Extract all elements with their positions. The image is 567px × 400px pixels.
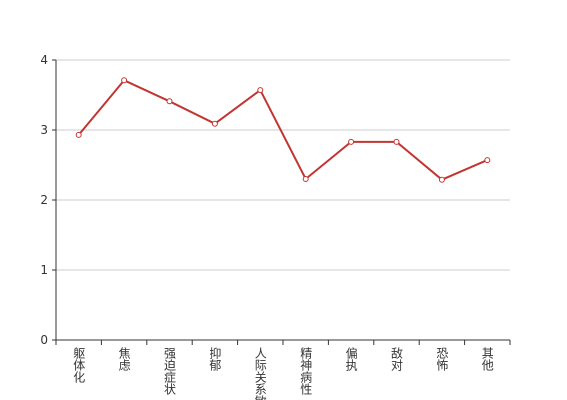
point: [211, 120, 218, 127]
x-tick-label: 精神病性: [299, 347, 313, 396]
point: [257, 87, 264, 94]
point: [393, 138, 400, 145]
y-tick-label: 4: [40, 53, 48, 67]
point: [484, 157, 491, 164]
x-tick-label: 焦虑: [117, 347, 131, 371]
x-tick-label: 强迫症状: [163, 347, 177, 395]
y-tick-label: 2: [40, 193, 48, 207]
x-tick-label: 人际关系敏感: [253, 347, 267, 400]
y-tick-label: 0: [40, 333, 48, 347]
y-tick-label: 1: [40, 263, 48, 277]
x-tick-label: 其他: [480, 347, 494, 371]
line: [77, 79, 488, 181]
point: [75, 131, 82, 138]
x-tick-label: 恐怖: [435, 347, 449, 371]
point: [348, 138, 355, 145]
y-tick-label: 3: [40, 123, 48, 137]
x-tick-label: 敌对: [390, 346, 404, 371]
x-tick-label: 躯体化: [72, 346, 86, 384]
point: [438, 176, 445, 183]
point: [166, 98, 173, 105]
point: [121, 77, 128, 84]
x-tick-label: 抑郁: [208, 346, 222, 372]
x-tick-label: 偏执: [344, 346, 358, 372]
point: [302, 176, 309, 182]
